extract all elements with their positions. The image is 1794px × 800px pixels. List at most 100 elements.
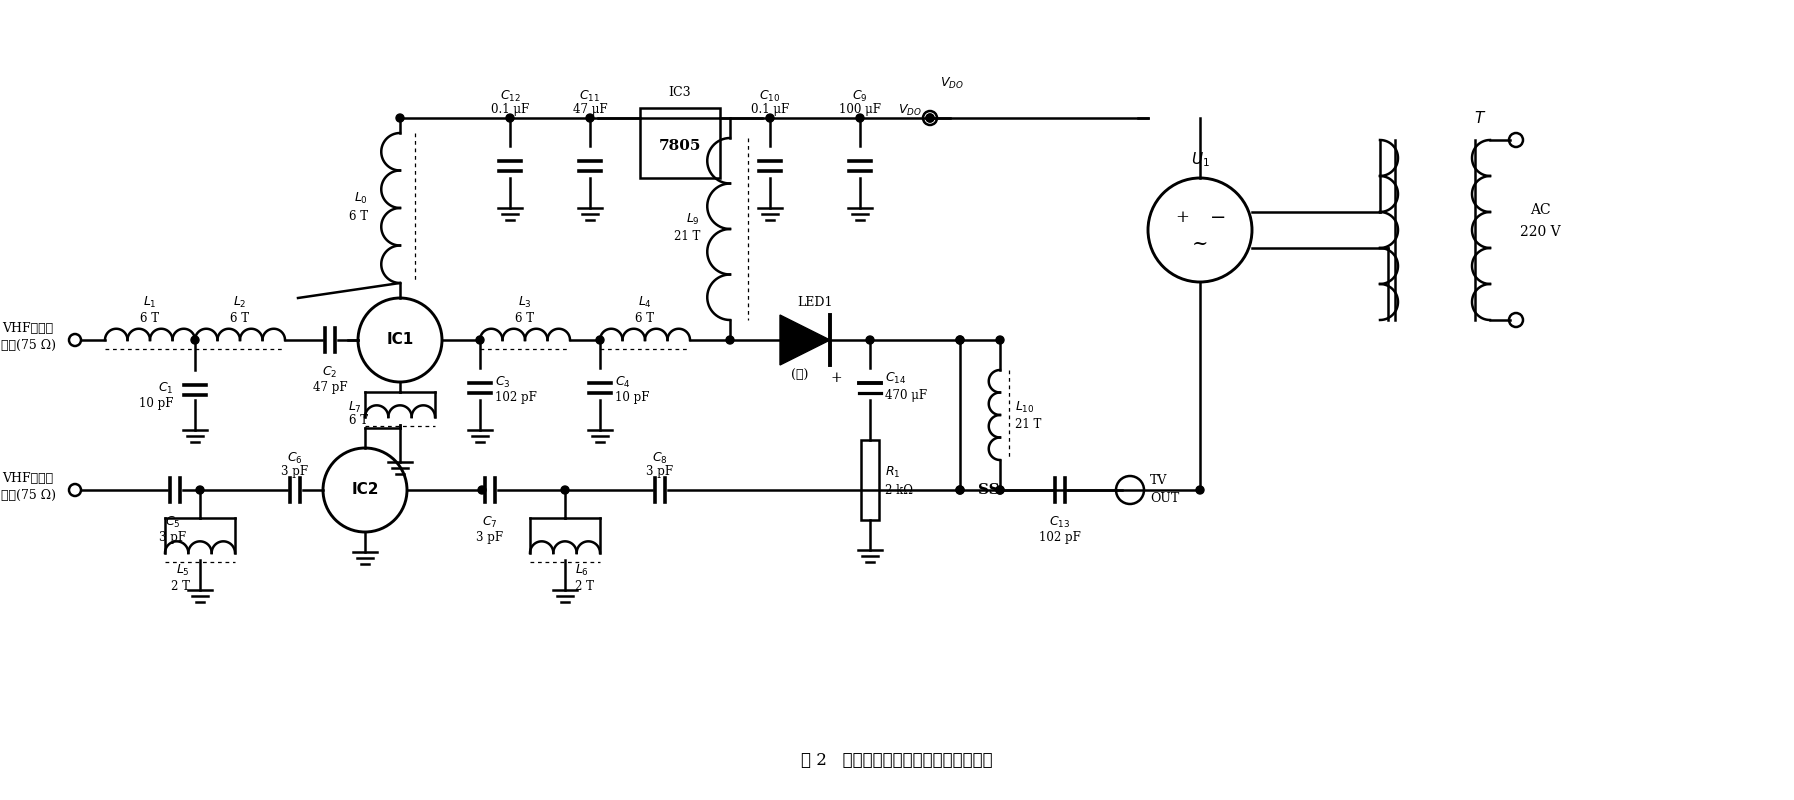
Text: 47 μF: 47 μF (572, 103, 608, 117)
Text: +: + (831, 371, 841, 385)
Circle shape (727, 336, 734, 344)
Text: $L_0$: $L_0$ (353, 190, 368, 206)
Text: +: + (1175, 210, 1189, 226)
Circle shape (506, 114, 515, 122)
Text: $V_{DO}$: $V_{DO}$ (940, 75, 963, 90)
Circle shape (996, 336, 1005, 344)
Text: 2 kΩ: 2 kΩ (884, 483, 913, 497)
Text: $C_{13}$: $C_{13}$ (1049, 514, 1071, 530)
Text: 21 T: 21 T (673, 230, 700, 243)
Text: 10 pF: 10 pF (615, 391, 649, 405)
Text: 2 T: 2 T (576, 579, 594, 593)
Text: OUT: OUT (1150, 491, 1179, 505)
Text: $C_1$: $C_1$ (158, 381, 172, 395)
Text: $L_6$: $L_6$ (576, 562, 588, 578)
Text: $C_7$: $C_7$ (483, 514, 497, 530)
Text: $L_5$: $L_5$ (176, 562, 190, 578)
Text: 47 pF: 47 pF (312, 382, 348, 394)
Bar (640, 108, 719, 178)
Circle shape (926, 114, 935, 122)
Text: 0.1 μF: 0.1 μF (752, 103, 789, 117)
Text: 21 T: 21 T (1015, 418, 1041, 431)
Text: $L_{10}$: $L_{10}$ (1015, 399, 1035, 414)
Text: 100 μF: 100 μF (840, 103, 881, 117)
Circle shape (596, 336, 605, 344)
Text: 3 pF: 3 pF (477, 531, 504, 545)
Text: IC2: IC2 (352, 482, 379, 498)
Text: AC: AC (1530, 203, 1550, 217)
Text: $L_7$: $L_7$ (348, 399, 362, 414)
Text: 6 T: 6 T (140, 311, 160, 325)
Circle shape (190, 336, 199, 344)
Text: IC1: IC1 (386, 333, 414, 347)
Text: $C_{14}$: $C_{14}$ (884, 370, 906, 386)
Text: 号人(75 Ω): 号人(75 Ω) (0, 338, 56, 351)
Circle shape (477, 486, 486, 494)
Bar (861, 440, 879, 520)
Text: (红): (红) (791, 369, 809, 382)
Text: $L_9$: $L_9$ (685, 211, 700, 226)
Text: 3 pF: 3 pF (282, 466, 309, 478)
Circle shape (956, 486, 963, 494)
Text: TV: TV (1150, 474, 1168, 486)
Text: 6 T: 6 T (635, 311, 655, 325)
Text: $V_{DO}$: $V_{DO}$ (899, 102, 922, 118)
Text: $T$: $T$ (1475, 110, 1485, 126)
Text: 3 pF: 3 pF (160, 531, 187, 545)
Text: $L_2$: $L_2$ (233, 294, 248, 310)
Text: $C_3$: $C_3$ (495, 374, 511, 390)
Text: 2 T: 2 T (170, 579, 190, 593)
Text: IC3: IC3 (669, 86, 691, 99)
Text: $C_4$: $C_4$ (615, 374, 631, 390)
Text: 6 T: 6 T (348, 414, 368, 426)
Text: $L_4$: $L_4$ (639, 294, 651, 310)
Text: ~: ~ (1191, 235, 1207, 253)
Circle shape (1197, 486, 1204, 494)
Circle shape (475, 336, 484, 344)
Circle shape (926, 114, 935, 122)
Text: $C_9$: $C_9$ (852, 89, 868, 103)
Text: 6 T: 6 T (230, 311, 249, 325)
Circle shape (996, 486, 1005, 494)
Circle shape (587, 114, 594, 122)
Text: $C_{12}$: $C_{12}$ (499, 89, 520, 103)
Text: $L_3$: $L_3$ (518, 294, 531, 310)
Text: 470 μF: 470 μF (884, 390, 927, 402)
Text: $C_{11}$: $C_{11}$ (579, 89, 601, 103)
Circle shape (956, 336, 963, 344)
Text: VHF电视信: VHF电视信 (2, 471, 54, 485)
Text: 号人(75 Ω): 号人(75 Ω) (0, 489, 56, 502)
Circle shape (396, 114, 404, 122)
Text: SS: SS (978, 483, 999, 497)
Text: $C_{10}$: $C_{10}$ (759, 89, 780, 103)
Text: 3 pF: 3 pF (646, 466, 673, 478)
Circle shape (956, 486, 963, 494)
Text: 7805: 7805 (658, 139, 701, 153)
Text: 102 pF: 102 pF (1039, 531, 1082, 545)
Text: $L_1$: $L_1$ (144, 294, 156, 310)
Text: 6 T: 6 T (348, 210, 368, 222)
Circle shape (196, 486, 205, 494)
Text: LED1: LED1 (797, 295, 832, 309)
Text: $R_1$: $R_1$ (884, 465, 901, 479)
Text: $C_2$: $C_2$ (323, 365, 337, 379)
Text: $C_6$: $C_6$ (287, 450, 303, 466)
Circle shape (956, 336, 963, 344)
Circle shape (766, 114, 773, 122)
Text: $U_1$: $U_1$ (1191, 150, 1209, 170)
Circle shape (867, 336, 874, 344)
Text: $C_5$: $C_5$ (165, 514, 181, 530)
Text: −: − (1209, 209, 1225, 227)
Text: 0.1 μF: 0.1 μF (492, 103, 529, 117)
Text: 102 pF: 102 pF (495, 391, 536, 405)
Circle shape (996, 486, 1005, 494)
Text: VHF电视信: VHF电视信 (2, 322, 54, 334)
Circle shape (562, 486, 569, 494)
Text: $C_8$: $C_8$ (653, 450, 667, 466)
Text: 图 2   放大－混合方式天线放大器电路图: 图 2 放大－混合方式天线放大器电路图 (802, 751, 992, 769)
Text: 220 V: 220 V (1520, 225, 1561, 239)
Circle shape (856, 114, 865, 122)
Polygon shape (780, 315, 831, 365)
Text: 10 pF: 10 pF (138, 398, 172, 410)
Text: 6 T: 6 T (515, 311, 535, 325)
